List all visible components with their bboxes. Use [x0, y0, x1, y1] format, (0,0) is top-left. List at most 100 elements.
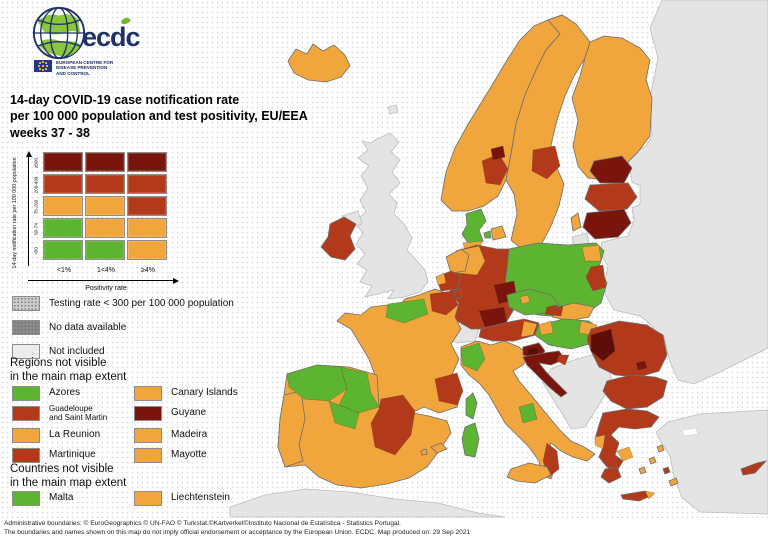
region-spain-centre	[328, 400, 360, 430]
region-spain-east	[370, 394, 416, 456]
footer-band	[0, 518, 768, 542]
text-line: EUROPEAN CENTRE FOR	[56, 60, 114, 65]
region-poland-northeast	[581, 244, 602, 262]
region-france-northeast	[429, 290, 459, 316]
region-ireland	[320, 216, 357, 261]
regions-section-heading: Regions not visible in the main map exten…	[10, 356, 126, 385]
text-line: Administrative boundaries: © EuroGeograp…	[4, 520, 401, 527]
color-swatch	[134, 447, 162, 463]
x-axis	[28, 277, 179, 284]
region-romania-west	[590, 328, 616, 362]
text-line: Canary Islands	[171, 386, 238, 398]
region-slovakia-west	[550, 305, 564, 317]
region-belgium-west	[435, 272, 447, 286]
legend-item-label: Martinique	[49, 448, 96, 461]
matrix-cell-r3c2	[127, 218, 167, 238]
legend-item-la-reunion: La Reunion	[12, 425, 134, 446]
col-label: 1<4%	[96, 267, 116, 274]
region-denmark-jutland	[461, 208, 487, 247]
text-line: Madeira	[171, 429, 208, 441]
region-iceland	[287, 43, 351, 83]
region-luxembourg	[453, 288, 463, 299]
legend-item-label: Guadeloupe and Saint Martin	[49, 404, 108, 422]
nodata-swatch	[12, 320, 40, 335]
text-line: Martinique	[49, 448, 96, 460]
regions-legend: Azores Canary Islands Guadeloupe and Saint …	[12, 384, 242, 464]
region-latvia	[584, 182, 638, 212]
text-line: Countries not visible	[10, 463, 114, 475]
legend-item-madeira: Madeira	[134, 425, 242, 446]
y-axis	[25, 151, 32, 266]
matrix-cell-r0c1	[85, 152, 125, 172]
globe-icon	[32, 6, 86, 60]
legend-item-label: Guyane	[171, 408, 206, 419]
eu-flag-icon	[34, 60, 52, 72]
region-sweden	[505, 14, 591, 252]
text-line: 14-day COVID-19 case notification rate	[10, 93, 240, 107]
region-sweden-svealand-region	[531, 145, 561, 180]
matrix-cell-r3c0	[43, 218, 83, 238]
text-line: and Saint Martin	[49, 412, 108, 422]
legend-item-liechtenstein: Liechtenstein	[134, 491, 242, 506]
ecdc-org-name: EUROPEAN CENTRE FOR DISEASE PREVENTION AND…	[56, 60, 113, 76]
legend-item-martinique: Martinique	[12, 446, 134, 464]
region-greece-peloponnese	[600, 466, 622, 484]
region-france-southeast	[434, 372, 464, 406]
region-sea-of-marmara	[681, 427, 699, 437]
region-eastern-neighbours	[599, 0, 768, 385]
region-aegean-island-2	[648, 456, 657, 465]
testing-swatch	[12, 296, 40, 311]
region-italy-northwest	[460, 342, 486, 372]
color-swatch	[134, 428, 162, 443]
legend-item-label: Canary Islands	[171, 386, 238, 399]
region-balearics-ibiza	[420, 448, 428, 456]
text-line: DISEASE PREVENTION	[56, 65, 108, 71]
color-swatch	[12, 428, 40, 443]
ecdc-logo: ecdc EUROPEAN CENTRE FOR DISEASE PREVENTI…	[8, 2, 158, 82]
region-aegean-island-3	[656, 444, 665, 453]
region-hungary-west	[538, 320, 554, 336]
region-crete	[620, 490, 654, 502]
region-north-africa	[229, 488, 506, 518]
matrix-cell-r1c2	[127, 174, 167, 194]
region-italy-centre	[518, 402, 538, 424]
legend-matrix-cells	[43, 152, 167, 260]
text-line: per 100 000 population and test positivi…	[10, 109, 308, 124]
text-line: Malta	[49, 492, 74, 504]
col-label: <1%	[56, 267, 72, 274]
text-line: in the main map extent	[10, 477, 127, 490]
text-line: Guadeloupe	[49, 404, 93, 414]
region-austria-east	[520, 320, 538, 338]
text-line: weeks 37 - 38	[10, 125, 90, 140]
matrix-cell-r2c1	[85, 196, 125, 216]
text-line: AND CONTROL	[56, 70, 90, 76]
matrix-cell-r0c2	[127, 152, 167, 172]
region-netherlands	[445, 248, 470, 274]
matrix-cell-r2c0	[43, 196, 83, 216]
region-western-balkans	[542, 354, 612, 430]
countries-legend: Malta Liechtenstein	[12, 491, 242, 506]
region-aegean-island-4	[662, 466, 671, 475]
legend-item-testing: Testing rate < 300 per 100 000 populatio…	[12, 296, 262, 311]
legend-item-label: Testing rate < 300 per 100 000 populatio…	[49, 298, 234, 309]
region-united-kingdom	[353, 132, 429, 300]
legend-item-label: Mayotte	[171, 448, 207, 461]
region-denmark-zealand	[490, 225, 507, 241]
x-axis-label: Positivity rate	[85, 285, 127, 292]
color-swatch	[12, 406, 40, 421]
legend-item-canary-islands: Canary Islands	[134, 384, 242, 402]
text-line: La Reunion	[49, 429, 101, 441]
region-gotland	[570, 212, 582, 232]
region-denmark-funen	[483, 230, 492, 239]
y-axis-arrow	[25, 151, 32, 157]
region-romania-bucharest	[635, 360, 648, 371]
legend-item-guadeloupe: Guadeloupe and Saint Martin	[12, 402, 134, 425]
text-line: Regions not visible	[10, 357, 107, 369]
region-corsica	[465, 392, 478, 420]
column-labels: <1% 1<4% ≥4%	[43, 267, 169, 274]
text-line: Mayotte	[171, 448, 207, 460]
matrix-cell-r4c2	[127, 240, 167, 260]
region-spain-north	[338, 366, 380, 414]
text-line: Liechtenstein	[171, 492, 230, 504]
matrix-cell-r0c0	[43, 152, 83, 172]
